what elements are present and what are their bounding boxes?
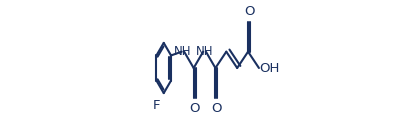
Text: OH: OH xyxy=(260,61,280,75)
Text: NH: NH xyxy=(196,45,213,58)
Text: O: O xyxy=(190,102,200,115)
Text: F: F xyxy=(153,99,160,112)
Text: O: O xyxy=(211,102,222,115)
Text: NH: NH xyxy=(174,45,192,58)
Text: O: O xyxy=(244,5,254,18)
